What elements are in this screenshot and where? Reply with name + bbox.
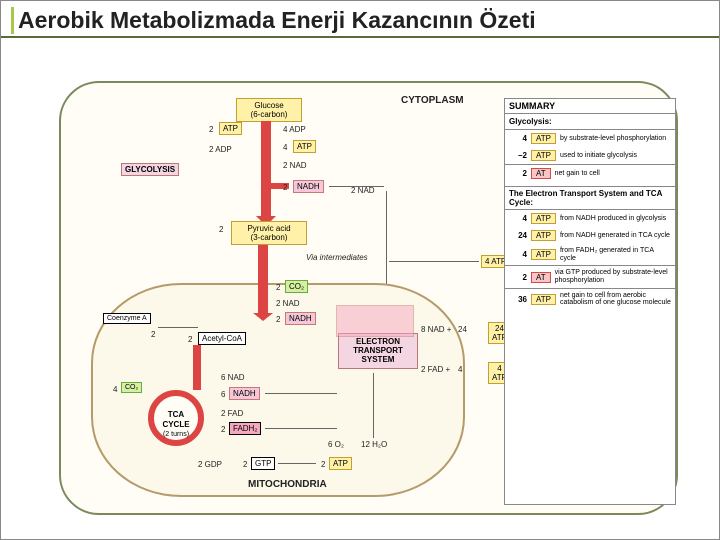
arrow-to-tca [193, 345, 201, 390]
atp-box-1: ATP [219, 122, 242, 135]
nad2c: 2 NAD [276, 299, 300, 308]
fadh2n: 2 [221, 425, 225, 434]
slide: Aerobik Metabolizmada Enerji Kazancının … [0, 0, 720, 540]
pyruvate-box: Pyruvic acid (3-carbon) [231, 221, 307, 245]
line-h2o [373, 373, 374, 438]
adp2: 2 ADP [209, 145, 232, 154]
sum-row-7: 2 AT via GTP produced by substrate-level… [505, 265, 675, 287]
line-gtp [278, 463, 316, 464]
co4: 4 [113, 385, 117, 394]
metabolism-diagram: CYTOPLASM Glucose (6-carbon) GLYCOLYSIS … [49, 71, 679, 521]
n24: 24 [458, 325, 467, 334]
sum-row-5: 24 ATP from NADH generated in TCA cycle [505, 227, 675, 244]
tca-cycle: TCA CYCLE (2 turns) [148, 390, 204, 446]
summary-panel: SUMMARY Glycolysis: 4 ATP by substrate-l… [504, 98, 676, 505]
tca-text: TCA CYCLE [162, 410, 189, 429]
line-coa [158, 327, 198, 328]
atp-box-2: ATP [293, 140, 316, 153]
sum-row-1: 4 ATP by substrate-level phosphorylation [505, 130, 675, 147]
coa2: 2 [151, 330, 155, 339]
n4: 4 [283, 143, 287, 152]
nco2: 2 [276, 283, 280, 292]
nadh6: 6 [221, 390, 225, 399]
n-pyruv2: 2 [219, 225, 223, 234]
sum-row-6: 4 ATP from FADH₂ generated in TCA cycle [505, 244, 675, 265]
n-2atp-in: 2 [209, 125, 213, 134]
gdp2: 2 GDP [198, 460, 222, 469]
glucose-box: Glucose (6-carbon) [236, 98, 302, 122]
glycolysis-label-box: GLYCOLYSIS [121, 163, 179, 176]
gtp2n: 2 [243, 460, 247, 469]
sum-row-2: −2 ATP used to initiate glycolysis [505, 147, 675, 164]
mito-label: MITOCHONDRIA [248, 479, 327, 490]
gly-hdr: Glycolysis: [509, 117, 552, 126]
nadh-box-2: NADH [285, 312, 316, 325]
atp2cn: 2 [321, 460, 325, 469]
gtp-box: GTP [251, 457, 275, 470]
slide-title: Aerobik Metabolizmada Enerji Kazancının … [11, 7, 709, 34]
nad8: 8 NAD + [421, 325, 451, 334]
fad2: 2 FAD [221, 409, 243, 418]
acoa-box: Acetyl-CoA [198, 332, 246, 345]
cytoplasm-label: CYTOPLASM [401, 95, 464, 106]
nadh2b: 2 [276, 315, 280, 324]
sum-row-3: 2 AT net gain to cell [505, 164, 675, 182]
cell-outline: CYTOPLASM Glucose (6-carbon) GLYCOLYSIS … [59, 81, 678, 515]
arrow-into-mito [258, 245, 268, 315]
pyruv-text: Pyruvic acid [247, 224, 290, 233]
fad2b: 2 FAD + [421, 365, 450, 374]
adp4: 4 ADP [283, 125, 306, 134]
title-bar: Aerobik Metabolizmada Enerji Kazancının … [1, 1, 719, 38]
fadh2-box: FADH₂ [229, 422, 261, 435]
glucose-sub: (6-carbon) [251, 110, 288, 119]
coa-box: Coenzyme A [103, 313, 151, 324]
h12: 12 H₂O [361, 440, 387, 449]
ets-box: ELECTRON TRANSPORT SYSTEM [338, 333, 418, 369]
nadh-box-1: NADH [293, 180, 324, 193]
n4b: 4 [458, 365, 462, 374]
coa-text: Coenzyme A [107, 315, 147, 322]
glucose-text: Glucose [254, 101, 283, 110]
ets-membrane [336, 305, 414, 337]
tca-sub: (2 turns) [163, 431, 189, 438]
nad6: 6 NAD [221, 373, 245, 382]
c2: 2 [188, 335, 192, 344]
o6: 6 O₂ [328, 440, 344, 449]
atp-gtp: ATP [329, 457, 352, 470]
arrow-glycolysis [261, 121, 271, 221]
nadh-box-3: NADH [229, 387, 260, 400]
arrowhead-2 [253, 313, 273, 321]
co2-box-2: CO₂ [121, 382, 142, 393]
n-nadh2: 2 [283, 183, 287, 192]
nad2: 2 NAD [283, 161, 307, 170]
line-atp-via [389, 261, 479, 262]
co2-box: CO₂ [285, 280, 308, 293]
line-n2 [265, 428, 337, 429]
pyruv-sub: (3-carbon) [251, 233, 288, 242]
via-label: Via intermediates [306, 253, 368, 262]
line-n1 [265, 393, 337, 394]
summary-header: SUMMARY [505, 99, 675, 114]
et-hdr: The Electron Transport System and TCA Cy… [505, 186, 675, 210]
mitochondria: MITOCHONDRIA 2 CO₂ 2 NAD 2 NADH Coenzyme… [91, 283, 465, 497]
sum-row-4: 4 ATP from NADH produced in glycolysis [505, 210, 675, 227]
nad2b: 2 NAD [351, 186, 375, 195]
sum-row-8: 36 ATP net gain to cell from aerobic cat… [505, 288, 675, 310]
